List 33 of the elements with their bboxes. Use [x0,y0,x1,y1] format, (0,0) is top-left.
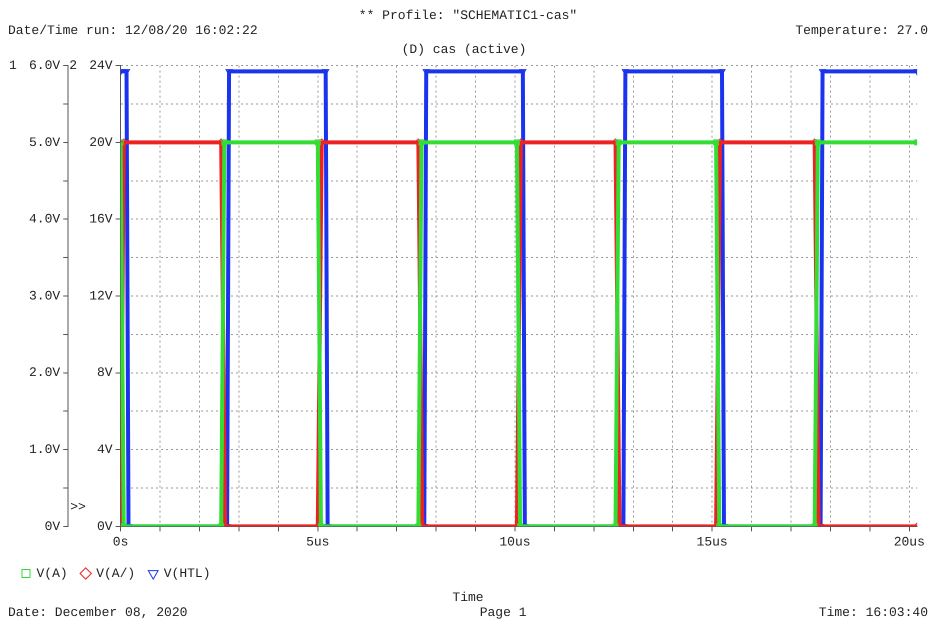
chart-title: ** Profile: "SCHEMATIC1-cas" [358,8,578,23]
y-tick-label: 1.0V [28,442,60,458]
text: Date/Time run: 12/08/20 16:02:22 [8,23,258,38]
legend-label: V(A/) [96,566,136,581]
y2-tick-label: 24V [89,58,113,74]
y-tick-label: 0V [44,518,60,534]
y-tick-label: 5.0V [28,134,60,150]
text: Page 1 [480,605,527,620]
y2-tick-label: 4V [97,442,113,458]
y-tick-label: 3.0V [28,288,60,304]
chart-subtitle: (D) cas (active) [402,42,526,58]
text: Temperature: 27.0 [795,23,928,38]
x-tick-label: 5us [306,534,330,550]
y2-tick-label: 0V [97,518,113,534]
x-tick-label: 0s [112,534,128,550]
text: >> [70,500,86,515]
text: Date: December 08, 2020 [8,605,188,620]
y-tick-label: 4.0V [28,212,60,227]
text: Time: 16:03:40 [818,605,928,620]
legend-label: V(A) [36,566,68,581]
y-tick-label: 2.0V [28,365,60,380]
x-tick-label: 15us [696,534,728,550]
y2-tick-label: 12V [89,288,113,304]
y-tick-label: 6.0V [28,58,60,74]
y2-tick-label: 8V [97,365,113,380]
y2-axis-title: 2 [69,58,78,74]
x-axis-title: Time [451,590,485,605]
x-tick-label: 10us [499,534,531,550]
y-axis-title: 1 [9,58,17,74]
legend-label: V(HTL) [164,566,211,581]
x-tick-label: 20us [894,534,925,550]
y2-tick-label: 20V [89,134,113,150]
y2-tick-label: 16V [89,212,113,227]
